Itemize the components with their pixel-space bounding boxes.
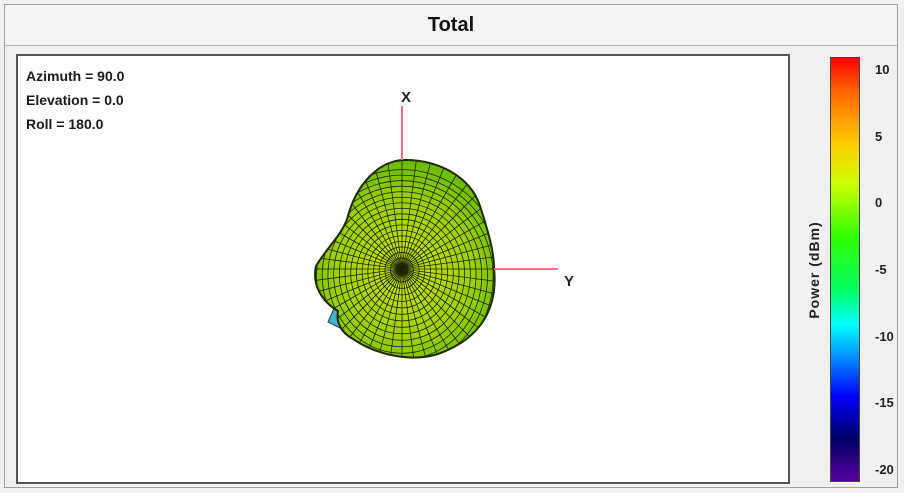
roll-readout: Roll = 180.0 — [26, 116, 104, 132]
y-axis-label: Y — [564, 273, 574, 290]
colorbar-tick: 0 — [875, 195, 883, 211]
window-title: Total — [5, 5, 897, 46]
azimuth-readout: Azimuth = 90.0 — [26, 68, 125, 84]
colorbar-tick: 5 — [875, 128, 883, 144]
x-axis-label: X — [401, 89, 411, 106]
colorbar-label: Power (dBm) — [806, 221, 822, 319]
plot-area[interactable]: Azimuth = 90.0 Elevation = 0.0 Roll = 18… — [16, 54, 790, 484]
elevation-readout: Elevation = 0.0 — [26, 92, 124, 108]
colorbar-tick: -10 — [875, 328, 894, 344]
colorbar-tick: -15 — [875, 395, 894, 411]
colorbar-tick: 10 — [875, 62, 890, 77]
colorbar-tick: -20 — [875, 462, 894, 477]
orientation-readout: Azimuth = 90.0 Elevation = 0.0 Roll = 18… — [26, 64, 124, 136]
main-lobe — [315, 160, 495, 358]
power-colorbar — [830, 57, 860, 482]
radiation-pattern-3d[interactable]: X Y — [18, 56, 788, 482]
colorbar-tick: -5 — [875, 262, 887, 277]
